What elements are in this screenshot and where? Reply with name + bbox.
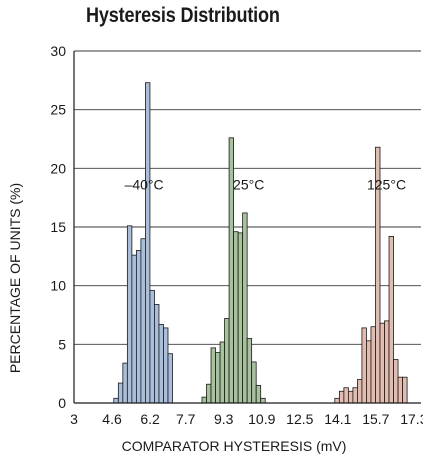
- bar-series2-2: [210, 347, 216, 404]
- x-tick-label-9: 17.3: [400, 411, 423, 427]
- bar-series0-1: [117, 382, 124, 404]
- x-tick-label-6: 12.5: [286, 411, 313, 427]
- x-tick-label-5: 10.9: [248, 411, 275, 427]
- bar-series3-0: [334, 397, 340, 404]
- bar-series2-5: [224, 318, 230, 404]
- chart-title: Hysteresis Distribution: [86, 4, 280, 27]
- bar-series3-4: [352, 387, 358, 404]
- bar-series3-6: [361, 327, 367, 404]
- series-label-2: 125°C: [367, 176, 406, 192]
- y-tick-labels: 0 5 10 15 20 25 30: [50, 43, 66, 411]
- x-tick-label-3: 7.7: [176, 411, 196, 427]
- bar-series2-0: [201, 396, 207, 404]
- bar-series3-10: [379, 322, 385, 404]
- bar-series2-3: [215, 352, 221, 404]
- x-tick-label-1: 4.6: [102, 411, 122, 427]
- x-tick-label-4: 9.3: [214, 411, 234, 427]
- y-tick-label-20: 20: [50, 160, 66, 176]
- bar-series0-2: [122, 362, 128, 404]
- bar-series2-11: [251, 361, 257, 404]
- bar-series3-12: [388, 235, 394, 404]
- bar-series0-5: [135, 250, 142, 404]
- x-tick-label-8: 15.7: [362, 411, 389, 427]
- bar-series2-8: [237, 232, 244, 404]
- bar-series1-2: [163, 327, 169, 404]
- bar-series2-7: [233, 231, 239, 404]
- y-tick-label-15: 15: [50, 219, 66, 235]
- bar-series0-3: [126, 225, 133, 404]
- y-tick-label-0: 0: [58, 395, 66, 411]
- bar-series3-15: [402, 376, 408, 404]
- bar-series0-4: [131, 254, 137, 404]
- bar-series0-0: [113, 397, 119, 404]
- bar-series2-12: [255, 384, 262, 404]
- y-tick-label-5: 5: [58, 336, 66, 352]
- bar-series3-3: [347, 390, 354, 404]
- bar-series1-3: [167, 353, 173, 404]
- y-tick-label-10: 10: [50, 278, 66, 294]
- x-tick-label-7: 14.1: [324, 411, 351, 427]
- bar-series3-2: [343, 387, 349, 404]
- bar-series0-8: [149, 289, 155, 404]
- y-tick-label-25: 25: [50, 102, 66, 118]
- x-tick-label-0: 3: [70, 411, 78, 427]
- bar-series3-14: [397, 376, 403, 404]
- bar-series3-8: [370, 326, 376, 404]
- bar-series2-9: [242, 212, 248, 404]
- series-labels: –40°C 25°C 125°C: [125, 176, 407, 192]
- bar-series2-1: [206, 383, 212, 404]
- series-label-0: –40°C: [125, 176, 164, 192]
- bar-series3-5: [357, 379, 363, 404]
- bar-series3-13: [393, 359, 399, 404]
- bar-series3-11: [384, 320, 390, 404]
- bar-series3-1: [338, 390, 345, 404]
- x-axis-label: COMPARATOR HYSTERESIS (mV): [122, 438, 347, 454]
- x-tick-label-2: 6.2: [140, 411, 160, 427]
- histogram-bars: [113, 82, 408, 404]
- bar-series2-4: [219, 341, 225, 404]
- axes: [73, 51, 421, 404]
- bar-series2-13: [260, 397, 266, 404]
- bar-series2-10: [246, 338, 253, 404]
- bar-series1-1: [158, 323, 164, 404]
- y-axis-label: PERCENTAGE OF UNITS (%): [7, 183, 23, 373]
- series-label-1: 25°C: [233, 176, 264, 192]
- bar-series0-6: [140, 238, 146, 404]
- bar-series1-0: [154, 304, 160, 404]
- y-tick-label-30: 30: [50, 43, 66, 59]
- bar-series0-7: [145, 82, 151, 404]
- bar-series3-7: [366, 340, 372, 404]
- x-tick-labels: 3 4.6 6.2 7.7 9.3 10.9 12.5 14.1 15.7 17.3: [70, 411, 423, 427]
